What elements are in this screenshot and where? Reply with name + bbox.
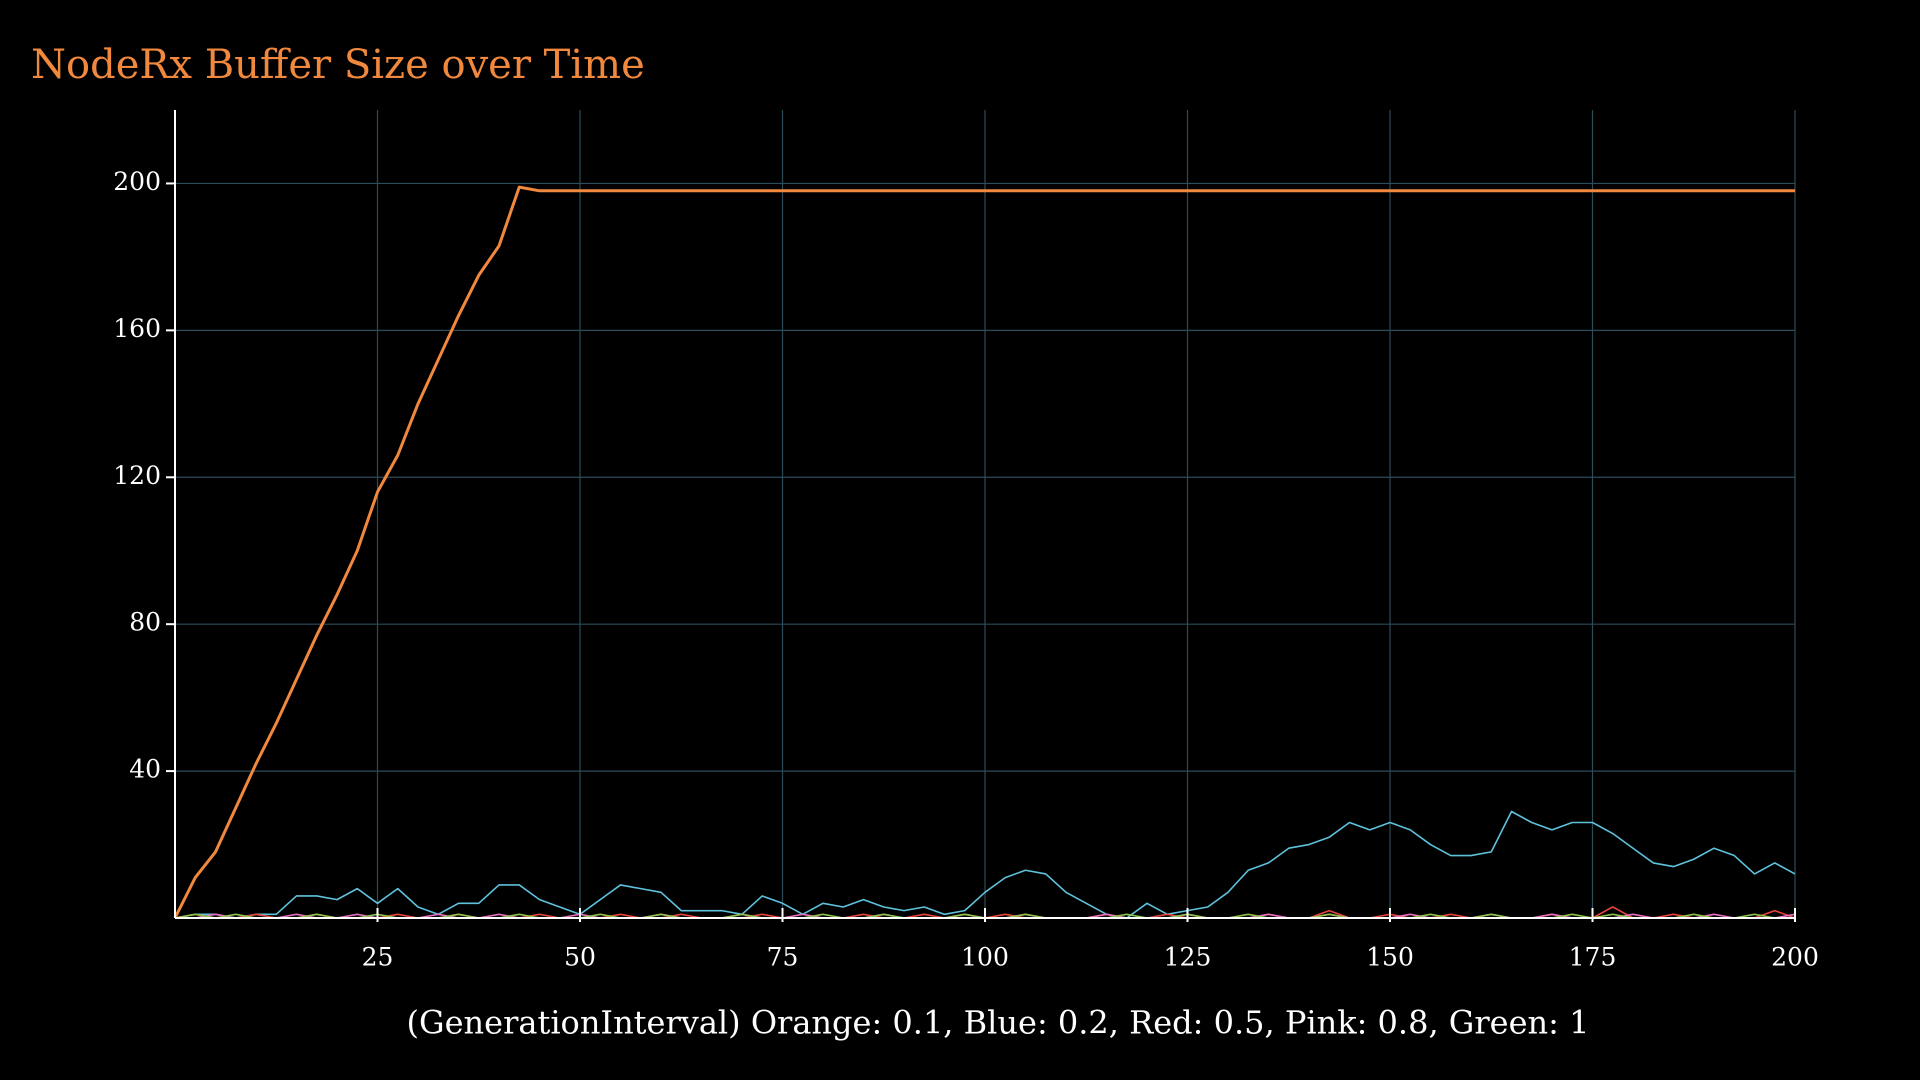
x-tick-label: 75 xyxy=(767,943,799,972)
y-tick-label: 120 xyxy=(113,461,161,490)
y-tick-label: 160 xyxy=(113,314,161,343)
series-line xyxy=(174,810,1796,919)
x-tick-label: 175 xyxy=(1569,943,1617,972)
x-tick-label: 100 xyxy=(961,943,1009,972)
chart-title: NodeRx Buffer Size over Time xyxy=(31,42,645,88)
x-tick-label: 125 xyxy=(1164,943,1212,972)
grid xyxy=(175,110,1796,918)
y-tick-label: 40 xyxy=(129,755,161,784)
axes: 40 80 120 160 200 25 50 75 100 125 150 175 200 xyxy=(113,110,1819,972)
x-tick-label: 50 xyxy=(564,943,596,972)
x-axis-label: (GenerationInterval) Orange: 0.1, Blue: … xyxy=(407,1004,1590,1042)
y-tick-label: 200 xyxy=(113,167,161,196)
series-line xyxy=(173,185,1795,919)
y-tick-label: 80 xyxy=(129,608,161,637)
x-tick-label: 200 xyxy=(1771,943,1819,972)
x-tick-label: 25 xyxy=(362,943,394,972)
x-tick-label: 150 xyxy=(1366,943,1414,972)
